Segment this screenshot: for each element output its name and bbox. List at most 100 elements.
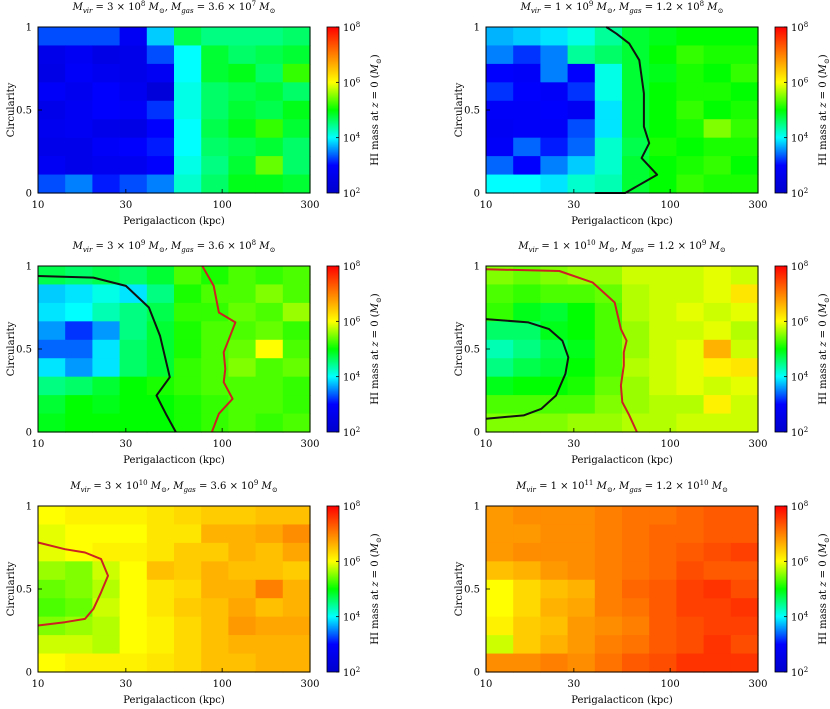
colorbar — [774, 26, 788, 194]
heatmap-cell — [486, 376, 514, 396]
title-part: = 1.2 × 10 — [644, 241, 702, 252]
tick-exp: 2 — [804, 426, 808, 434]
contour-line — [37, 275, 177, 433]
heatmap-cell — [540, 156, 569, 176]
heatmap-cell — [594, 174, 623, 194]
colorbar-label-part: HI mass at — [370, 108, 381, 166]
heatmap-cell — [486, 506, 514, 526]
x-axis-label: Perigalacticon (kpc) — [571, 695, 673, 706]
heatmap-cell — [513, 100, 541, 120]
heatmap-cell — [540, 542, 569, 562]
heatmap-cell — [513, 542, 541, 562]
heatmap-cell — [594, 284, 623, 304]
heatmap-cell — [513, 358, 541, 378]
heatmap-cell — [676, 137, 705, 157]
tick-exp: 8 — [804, 500, 808, 508]
x-tick-label: 100 — [661, 679, 680, 690]
heatmap-cell — [92, 321, 121, 341]
heatmap-cell — [92, 302, 121, 322]
heatmap-cell — [703, 413, 732, 433]
title-part: M — [148, 481, 162, 492]
y-axis-label: Circularity — [454, 82, 465, 137]
heatmap-cell — [703, 395, 732, 415]
tick-base: 10 — [343, 502, 356, 513]
heatmap-cell — [38, 524, 66, 544]
x-tick-label: 100 — [661, 200, 680, 211]
title-part: ⊙ — [722, 486, 728, 494]
heatmap-cell — [92, 156, 121, 176]
heatmap-cell — [730, 579, 759, 599]
heatmap-cell — [622, 82, 650, 102]
tick-base: 10 — [791, 78, 804, 89]
tick-exp: 8 — [356, 21, 360, 29]
heatmap-cell — [540, 266, 569, 286]
heatmap-cell — [567, 137, 596, 157]
heatmap-cell — [201, 137, 229, 157]
heatmap-cell — [676, 524, 705, 544]
title-part: ⊙ — [159, 246, 165, 254]
heatmap-cell — [38, 284, 66, 304]
heatmap-cell — [201, 100, 229, 120]
heatmap-cell — [201, 506, 229, 526]
heatmap-cell — [119, 45, 148, 65]
heatmap-cell — [38, 82, 66, 102]
x-tick-label: 100 — [213, 679, 232, 690]
heatmap-cell — [676, 302, 705, 322]
heatmap-cell — [513, 413, 541, 433]
heatmap-cell — [649, 376, 677, 396]
heatmap-cell — [486, 395, 514, 415]
heatmap-cell — [201, 616, 229, 636]
heatmap-cell — [92, 635, 121, 655]
x-tick-label: 30 — [567, 200, 580, 211]
y-tick-label: 0.5 — [16, 106, 32, 117]
heatmap-cell — [622, 156, 650, 176]
heatmap-cell — [622, 284, 650, 304]
heatmap-cell — [649, 524, 677, 544]
heatmap-cell — [540, 579, 569, 599]
title-part: 9 — [589, 0, 593, 8]
heatmap-cell — [255, 27, 284, 47]
heatmap-cell — [540, 395, 569, 415]
heatmap-cell — [594, 156, 623, 176]
colorbar-label-part: = 0 ( — [370, 74, 381, 102]
heatmap-cell — [540, 100, 569, 120]
title-part: , M — [613, 2, 630, 13]
heatmap-cell — [174, 635, 202, 655]
title-part: 10 — [139, 479, 148, 487]
colorbar — [326, 505, 340, 673]
heatmap-cell — [594, 119, 623, 139]
heatmap-cell — [513, 63, 541, 83]
heatmap-cell — [649, 45, 677, 65]
heatmap-cell — [174, 321, 202, 341]
colorbar-tick-label: 102 — [791, 187, 808, 200]
title-part: M — [517, 241, 529, 252]
heatmap-cell — [540, 174, 569, 194]
heatmap-cell — [38, 321, 66, 341]
heatmap-cell — [38, 561, 66, 581]
heatmap-cell — [730, 413, 759, 433]
tick-exp: 2 — [356, 426, 360, 434]
tick-exp: 2 — [804, 187, 808, 195]
title-part: 9 — [141, 239, 145, 247]
tick-exp: 8 — [356, 260, 360, 268]
heatmap-cell — [228, 358, 257, 378]
title-part: gas — [629, 486, 642, 494]
heatmap-cell — [201, 579, 229, 599]
heatmap-cell — [174, 63, 202, 83]
x-tick-label: 30 — [567, 679, 580, 690]
heatmap-cell — [513, 82, 541, 102]
heatmap-cell — [567, 506, 596, 526]
heatmap-cell — [730, 653, 759, 673]
heatmap-cell — [92, 616, 121, 636]
heatmap-cell — [201, 561, 229, 581]
tick-exp: 4 — [356, 132, 361, 140]
heatmap-cell — [540, 506, 569, 526]
x-tick-label: 10 — [32, 439, 45, 450]
title-part: , M — [167, 481, 184, 492]
tick-base: 10 — [791, 557, 804, 568]
heatmap-cell — [513, 45, 541, 65]
tick-base: 10 — [791, 262, 804, 273]
heatmap-cell — [174, 579, 202, 599]
heatmap-cell — [119, 137, 148, 157]
y-tick-label: 0 — [26, 189, 32, 200]
